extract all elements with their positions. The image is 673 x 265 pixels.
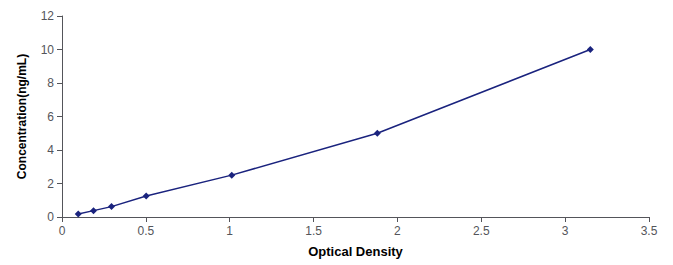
svg-text:0.5: 0.5 xyxy=(138,224,155,238)
svg-text:12: 12 xyxy=(41,9,55,23)
svg-text:10: 10 xyxy=(41,43,55,57)
svg-text:8: 8 xyxy=(47,76,54,90)
svg-text:4: 4 xyxy=(47,143,54,157)
svg-text:1.5: 1.5 xyxy=(305,224,322,238)
svg-text:Concentration(ng/mL): Concentration(ng/mL) xyxy=(15,54,29,179)
svg-text:0: 0 xyxy=(47,210,54,224)
svg-text:2: 2 xyxy=(394,224,401,238)
svg-text:2: 2 xyxy=(47,177,54,191)
svg-text:2.5: 2.5 xyxy=(473,224,490,238)
svg-text:1: 1 xyxy=(226,224,233,238)
svg-text:Optical Density: Optical Density xyxy=(308,244,403,259)
svg-text:3: 3 xyxy=(562,224,569,238)
svg-text:0: 0 xyxy=(59,224,66,238)
svg-text:3.5: 3.5 xyxy=(641,224,658,238)
svg-text:6: 6 xyxy=(47,110,54,124)
